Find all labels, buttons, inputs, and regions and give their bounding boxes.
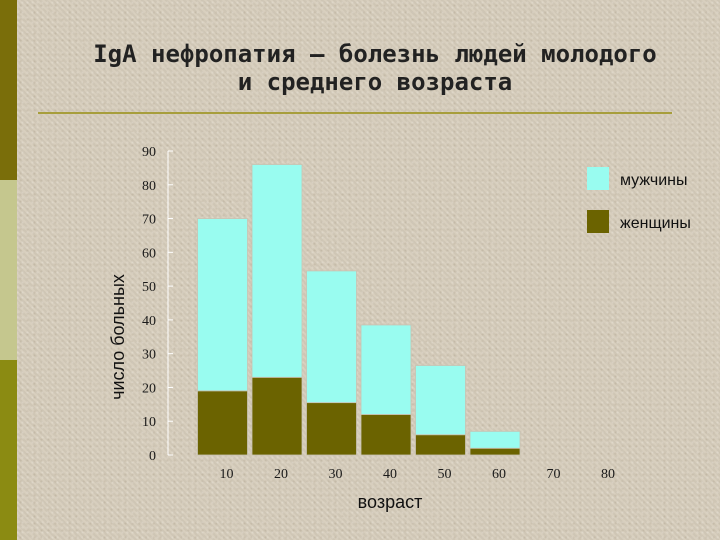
bar-segment-men — [197, 218, 248, 392]
y-tick-label: 40 — [142, 314, 156, 329]
x-tick-label: 50 — [438, 467, 452, 482]
bar-segment-women — [415, 434, 466, 456]
bar-segment-women — [197, 390, 248, 456]
y-tick-label: 50 — [142, 280, 156, 295]
x-tick-label: 30 — [329, 467, 343, 482]
bar-segment-men — [415, 365, 466, 436]
bar-segment-women — [360, 414, 412, 456]
bar-segment-men — [360, 324, 412, 415]
bar-segment-women — [469, 447, 521, 456]
x-axis-title: возраст — [358, 492, 423, 512]
title-line-1: IgA нефропатия – болезнь людей молодого — [93, 40, 657, 68]
x-tick-label: 10 — [220, 467, 234, 482]
legend-label: женщины — [620, 215, 691, 232]
title-divider — [38, 112, 672, 114]
side-bar-middle — [0, 180, 17, 360]
title-line-2: и среднего возраста — [237, 68, 513, 96]
y-axis-tick-marks — [168, 150, 173, 456]
x-tick-label: 80 — [601, 467, 615, 482]
bar-segment-men — [251, 164, 303, 378]
bar-segment-women — [251, 376, 303, 456]
y-tick-label: 70 — [142, 213, 156, 228]
bar-segment-men — [469, 430, 521, 449]
y-axis-title: число больных — [108, 274, 128, 400]
y-tick-label: 10 — [142, 415, 156, 430]
x-tick-label: 70 — [547, 467, 561, 482]
x-axis-ticks: 10 20 30 40 50 60 70 80 — [220, 467, 616, 482]
y-tick-label: 80 — [142, 179, 156, 194]
bars — [197, 164, 521, 456]
y-axis-ticks: 0 10 20 30 40 50 60 70 80 90 — [142, 145, 156, 464]
y-tick-label: 30 — [142, 348, 156, 363]
x-tick-label: 60 — [492, 467, 506, 482]
side-bar-top — [0, 0, 17, 180]
side-bar-bottom — [0, 360, 17, 540]
bar-segment-women — [306, 402, 357, 456]
legend: мужчины женщины — [587, 167, 691, 233]
x-tick-label: 40 — [383, 467, 397, 482]
y-tick-label: 20 — [142, 381, 156, 396]
legend-label: мужчины — [620, 172, 688, 189]
legend-swatch — [587, 210, 609, 233]
y-tick-label: 90 — [142, 145, 156, 160]
y-tick-label: 60 — [142, 246, 156, 261]
bar-segment-men — [306, 270, 357, 404]
y-tick-label: 0 — [149, 449, 156, 464]
legend-swatch — [587, 167, 609, 190]
slide-title: IgA нефропатия – болезнь людей молодого … — [40, 40, 710, 96]
x-tick-label: 20 — [274, 467, 288, 482]
